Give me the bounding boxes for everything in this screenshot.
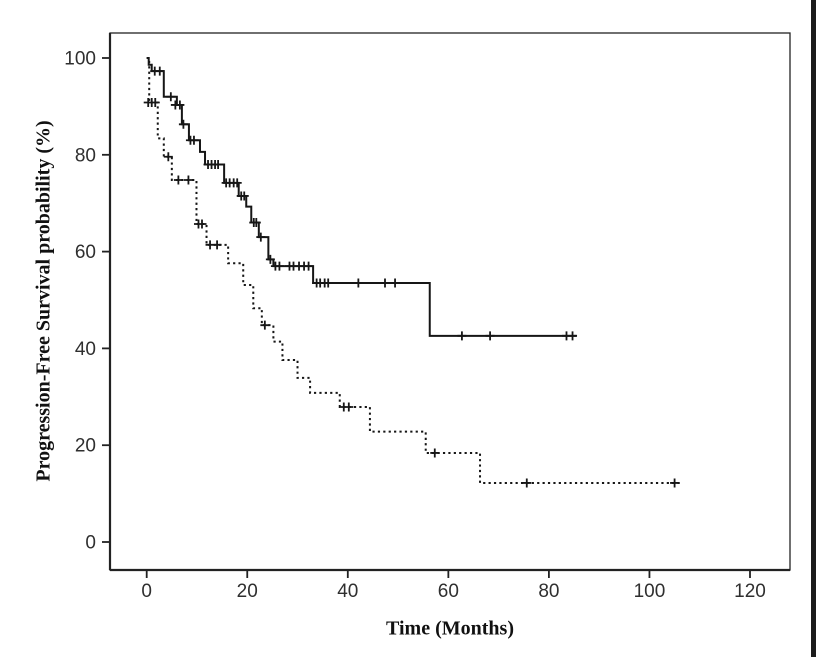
y-axis-title: Progression-Free Survival probability (%… [32,120,55,482]
plot-border [109,32,791,571]
censor-marks-solid [150,66,578,341]
y-tick-label: 80 [75,145,96,166]
x-tick-label: 60 [438,581,459,602]
y-tick-label: 100 [64,49,96,70]
x-tick-label: 100 [634,581,666,602]
y-tick-label: 40 [75,339,96,360]
y-tick-label: 60 [75,242,96,263]
x-tick-label: 80 [538,581,559,602]
km-curve-solid [146,57,577,337]
x-tick-label: 120 [734,581,766,602]
km-curve-dashed [146,57,683,484]
x-tick-label: 20 [237,581,258,602]
right-edge-bar [811,0,816,657]
censor-marks-dashed [143,98,680,488]
y-tick-label: 20 [75,436,96,457]
x-axis-title: Time (Months) [386,617,514,640]
x-tick-label: 0 [141,581,152,602]
y-tick-label: 0 [85,533,96,554]
x-tick-label: 40 [337,581,358,602]
